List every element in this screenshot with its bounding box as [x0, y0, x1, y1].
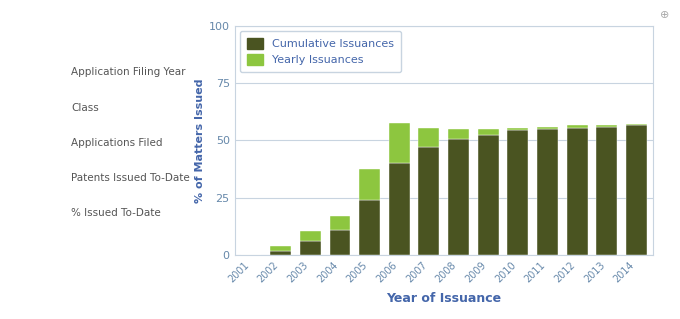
Bar — [300, 241, 320, 255]
Y-axis label: % of Matters Issued: % of Matters Issued — [194, 78, 205, 203]
Bar — [626, 124, 647, 125]
Text: % Issued To-Date: % Issued To-Date — [71, 208, 161, 218]
Bar — [507, 128, 528, 130]
Text: Class: Class — [71, 103, 99, 113]
Bar — [537, 127, 558, 129]
Bar — [507, 130, 528, 255]
Bar — [418, 128, 439, 147]
Text: ⊕: ⊕ — [660, 10, 670, 19]
Bar — [537, 129, 558, 255]
Bar — [389, 163, 409, 255]
Bar — [270, 246, 291, 251]
Bar — [300, 231, 320, 241]
Text: Application Filing Year: Application Filing Year — [71, 67, 186, 77]
Bar — [626, 125, 647, 255]
X-axis label: Year of Issuance: Year of Issuance — [386, 292, 501, 305]
Bar — [359, 200, 380, 255]
Text: 53.94: 53.94 — [19, 209, 48, 218]
Bar — [478, 129, 498, 135]
Bar — [270, 251, 291, 255]
Text: Applications Filed: Applications Filed — [71, 138, 163, 148]
Bar — [478, 135, 498, 255]
Bar — [596, 125, 617, 127]
Text: 2251: 2251 — [21, 138, 46, 147]
Bar — [359, 169, 380, 200]
Bar — [596, 127, 617, 255]
Legend: Cumulative Issuances, Yearly Issuances: Cumulative Issuances, Yearly Issuances — [240, 31, 401, 72]
Bar — [330, 216, 350, 230]
Bar — [448, 139, 469, 255]
Bar — [389, 123, 409, 163]
Bar — [448, 129, 469, 139]
Text: Patents Issued To-Date: Patents Issued To-Date — [71, 173, 190, 183]
Bar — [567, 125, 588, 128]
Text: H04J: H04J — [22, 103, 45, 113]
Bar — [330, 230, 350, 255]
Bar — [567, 128, 588, 255]
Bar — [418, 147, 439, 255]
Text: 1214: 1214 — [21, 174, 46, 182]
Text: 2001: 2001 — [21, 68, 46, 77]
